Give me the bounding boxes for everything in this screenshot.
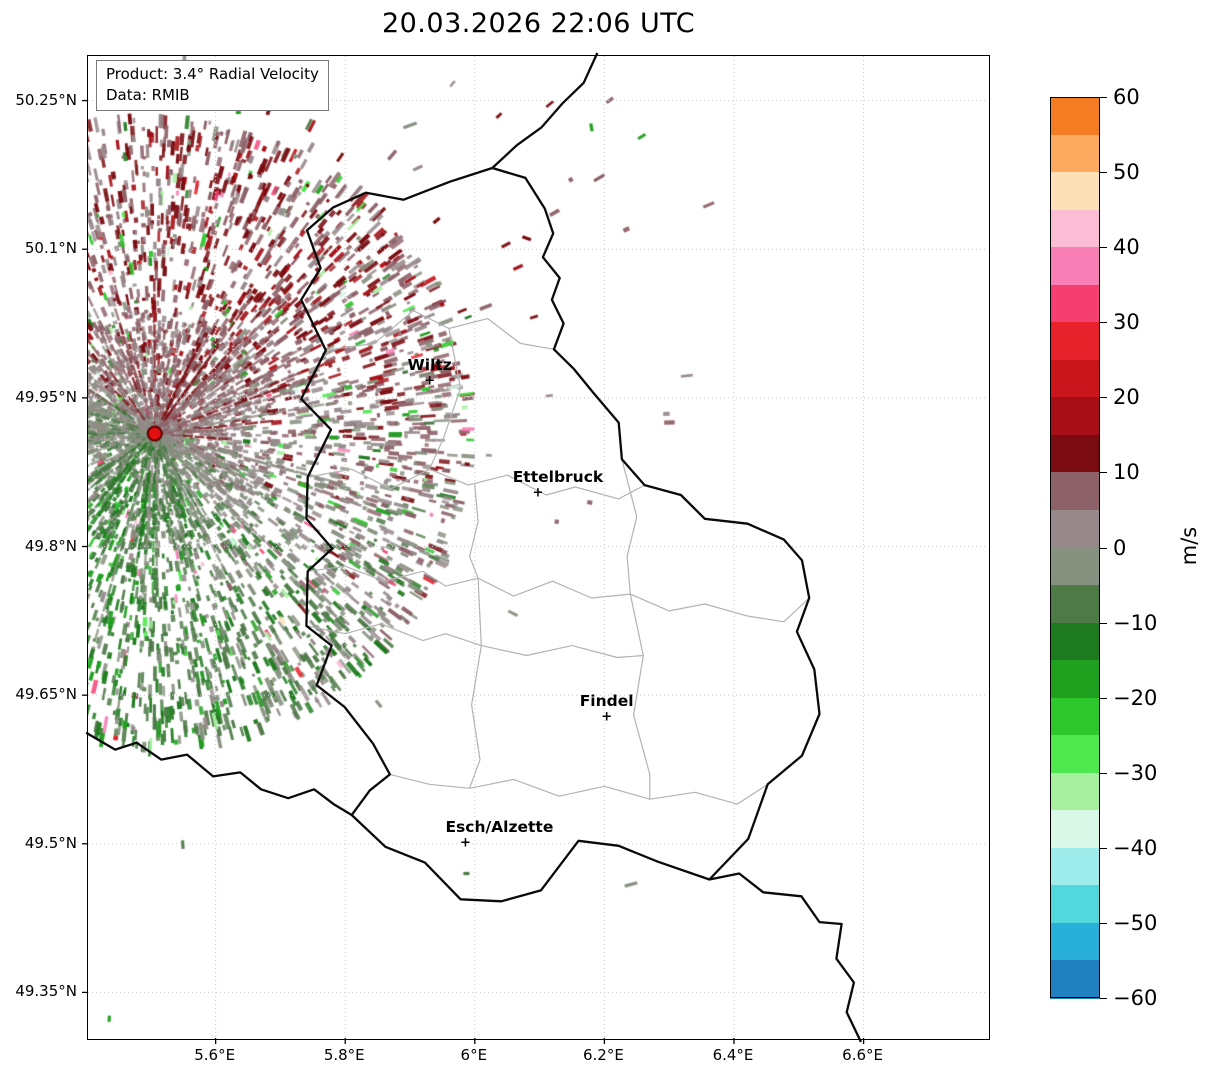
figure-title: 20.03.2026 22:06 UTC [381,8,696,39]
x-tick-label: 6°E [460,1046,488,1064]
colorbar-tick-mark [1100,247,1107,249]
colorbar-segment [1050,397,1100,436]
colorbar-segment [1050,434,1100,474]
colorbar-tick-label: 10 [1113,460,1140,485]
regional-border [428,328,462,470]
colorbar-segment [1050,660,1100,699]
regional-border [307,468,645,500]
x-tick-label: 6.2°E [582,1046,624,1064]
regional-border [469,485,482,789]
map-borders [82,52,988,1044]
colorbar-outline [1050,97,1100,998]
y-tick-label: 50.25°N [15,90,77,109]
city-marker: + [424,373,436,389]
colorbar-tick-mark [1100,622,1107,624]
colorbar-tick-label: 40 [1113,235,1140,260]
colorbar-tick-mark [1100,772,1107,774]
colorbar-segment [1050,960,1100,999]
city-label: Wiltz [407,356,452,374]
colorbar-segment [1050,810,1100,849]
colorbar-tick-label: 30 [1113,310,1140,335]
y-tick-label: 49.95°N [15,387,77,406]
colorbar-tick-label: −20 [1113,685,1158,710]
data-source-label: Data: RMIB [106,85,190,104]
colorbar-tick-mark [1100,97,1107,98]
x-tick-label: 6.6°E [842,1046,884,1064]
product-legend: Product: 3.4° Radial Velocity Data: RMIB [96,60,329,112]
colorbar-segment [1050,472,1100,511]
regional-border [389,773,769,805]
colorbar-tick-mark [1100,922,1107,924]
colorbar-tick-mark [1100,397,1107,399]
colorbar-tick-label: −60 [1113,986,1158,1010]
colorbar-tick-mark [1100,472,1107,474]
colorbar-segment [1050,209,1100,248]
city-marker: + [532,485,544,501]
colorbar-segment [1050,359,1100,399]
colorbar-segment [1050,247,1100,286]
regional-border [307,565,810,623]
colorbar-segment [1050,697,1100,736]
city-marker: + [601,709,613,725]
regional-border [306,623,482,647]
regional-border [621,459,651,800]
x-tick-label: 5.6°E [194,1046,236,1064]
city-marker: + [459,835,471,851]
product-label: Product: 3.4° Radial Velocity [106,65,319,83]
colorbar-tick-label: −10 [1113,610,1158,635]
colorbar-segment [1050,322,1100,361]
colorbar-segment [1050,509,1100,549]
city-label: Ettelbruck [512,467,604,486]
colorbar-tick-label: 50 [1113,160,1140,185]
country-border [300,166,821,903]
colorbar-segment [1050,134,1100,173]
colorbar-tick-mark [1100,547,1107,549]
colorbar-segment [1050,585,1100,624]
colorbar-tick-label: −30 [1113,760,1158,785]
colorbar-segment [1050,847,1100,887]
colorbar-tick-label: 0 [1113,535,1127,560]
colorbar-tick-label: −50 [1113,910,1158,935]
colorbar-tick-mark [1100,322,1107,324]
colorbar-segment [1050,97,1100,136]
colorbar-unit-label: m/s [1177,526,1201,566]
country-border [709,872,863,1043]
colorbar-segment [1050,284,1100,323]
city-label: Esch/Alzette [445,817,554,836]
x-tick-label: 6.4°E [712,1046,754,1064]
colorbar-segment [1050,622,1100,661]
y-tick-label: 50.1°N [24,239,77,258]
y-tick-label: 49.8°N [24,536,77,555]
colorbar-segment [1050,735,1100,774]
regional-border [481,644,644,659]
country-border [85,731,353,816]
x-tick-label: 5.8°E [323,1046,365,1064]
colorbar-tick-mark [1100,847,1107,849]
colorbar-tick-mark [1100,697,1107,699]
country-border [491,52,599,169]
colorbar-tick-mark [1100,172,1107,174]
colorbar-tick-label: −40 [1113,835,1158,860]
radar-velocity-field [88,56,988,1038]
colorbar-tick-mark [1100,998,1107,999]
colorbar-segment [1050,772,1100,811]
colorbar-tick-label: 20 [1113,385,1140,410]
y-tick-label: 49.65°N [15,685,77,704]
y-tick-label: 49.5°N [24,833,77,852]
colorbar-segment [1050,922,1100,962]
city-label: Findel [579,691,634,710]
colorbar-segment [1050,547,1100,586]
map-plot-area: Product: 3.4° Radial Velocity Data: RMIB [82,52,990,1044]
regional-border [325,310,555,351]
colorbar-segment [1050,885,1100,924]
y-tick-label: 49.35°N [15,982,77,1001]
colorbar-tick-label: 60 [1113,85,1140,109]
colorbar-segment [1050,172,1100,211]
